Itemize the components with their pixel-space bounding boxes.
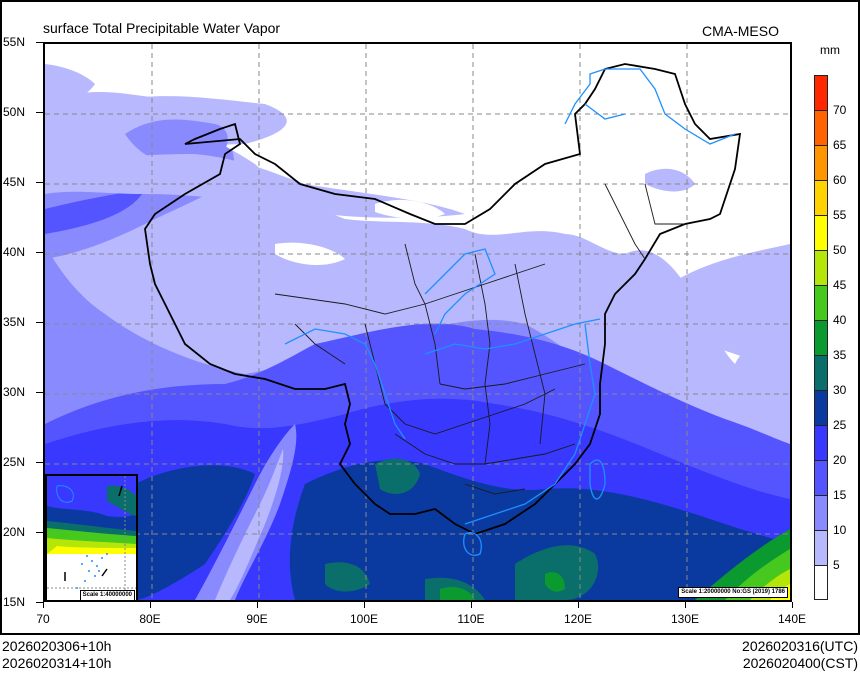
colorbar-label: 45 bbox=[833, 278, 847, 292]
forecast-run-info: 2026020306+10h 2026020314+10h bbox=[2, 638, 111, 672]
precipitable-water-field bbox=[45, 44, 790, 600]
colorbar-label: 35 bbox=[833, 348, 847, 362]
inset-scale-note: Scale 1:40000000 bbox=[79, 590, 135, 600]
y-tick-label: 50N bbox=[3, 105, 26, 119]
y-tick-label: 55N bbox=[3, 35, 26, 49]
x-tick-mark bbox=[471, 602, 472, 608]
colorbar-label: 10 bbox=[833, 523, 847, 537]
y-tick-mark bbox=[36, 532, 43, 533]
colorbar-label: 50 bbox=[833, 243, 847, 257]
colorbar-segment bbox=[814, 355, 828, 390]
colorbar-segment bbox=[814, 180, 828, 215]
valid-time-info: 2026020316(UTC) 2026020400(CST) bbox=[742, 638, 858, 672]
y-tick-mark bbox=[36, 182, 43, 183]
colorbar-segment bbox=[814, 495, 828, 530]
valid-time-cst: 2026020400(CST) bbox=[742, 655, 858, 671]
x-tick-label: 130E bbox=[670, 612, 700, 626]
x-tick-label: 120E bbox=[563, 612, 593, 626]
y-tick-mark bbox=[36, 42, 43, 43]
colorbar-segment bbox=[814, 110, 828, 145]
chart-title: surface Total Precipitable Water Vapor bbox=[43, 20, 281, 36]
colorbar-label: 65 bbox=[833, 138, 847, 152]
y-tick-label: 45N bbox=[3, 175, 26, 189]
y-tick-label: 35N bbox=[3, 315, 26, 329]
y-tick-label: 15N bbox=[3, 595, 26, 609]
colorbar-label: 5 bbox=[833, 558, 840, 572]
y-tick-mark bbox=[36, 602, 43, 603]
x-tick-label: 140E bbox=[777, 612, 807, 626]
y-tick-label: 25N bbox=[3, 455, 26, 469]
x-tick-label: 80E bbox=[139, 612, 161, 626]
x-tick-mark bbox=[792, 602, 793, 608]
init-run-2: 2026020314+10h bbox=[2, 655, 112, 671]
y-tick-label: 20N bbox=[3, 525, 26, 539]
colorbar-label: 60 bbox=[833, 173, 847, 187]
x-tick-label: 70 bbox=[36, 612, 50, 626]
colorbar-segment bbox=[814, 145, 828, 180]
colorbar-segment bbox=[814, 460, 828, 495]
x-tick-mark bbox=[150, 602, 151, 608]
y-tick-mark bbox=[36, 392, 43, 393]
colorbar-label: 70 bbox=[833, 103, 847, 117]
colorbar-label: 20 bbox=[833, 453, 847, 467]
x-tick-mark bbox=[257, 602, 258, 608]
init-run-1: 2026020306+10h bbox=[2, 638, 112, 654]
y-tick-mark bbox=[36, 322, 43, 323]
colorbar-label: 55 bbox=[833, 208, 847, 222]
x-tick-label: 100E bbox=[349, 612, 379, 626]
x-tick-label: 90E bbox=[246, 612, 268, 626]
x-tick-label: 110E bbox=[457, 612, 485, 626]
colorbar-label: 30 bbox=[833, 383, 847, 397]
y-tick-mark bbox=[36, 252, 43, 253]
colorbar-segment bbox=[814, 390, 828, 425]
y-tick-label: 30N bbox=[3, 385, 26, 399]
colorbar-segment bbox=[814, 530, 828, 565]
x-tick-mark bbox=[43, 602, 44, 608]
colorbar-segment bbox=[814, 285, 828, 320]
colorbar bbox=[814, 75, 828, 600]
colorbar-unit: mm bbox=[820, 43, 840, 57]
colorbar-label: 25 bbox=[833, 418, 847, 432]
colorbar-segment bbox=[814, 565, 828, 600]
colorbar-label: 40 bbox=[833, 313, 847, 327]
main-scale-note: Scale 1:20000000 No:GS (2019) 1786 bbox=[678, 587, 788, 598]
x-tick-mark bbox=[685, 602, 686, 608]
colorbar-segment bbox=[814, 215, 828, 250]
colorbar-segment bbox=[814, 75, 828, 110]
inset-field bbox=[47, 476, 136, 600]
model-name: CMA-MESO bbox=[702, 23, 779, 39]
colorbar-segment bbox=[814, 425, 828, 460]
y-tick-mark bbox=[36, 112, 43, 113]
colorbar-segment bbox=[814, 320, 828, 355]
south-china-sea-inset: Scale 1:40000000 bbox=[45, 474, 138, 600]
x-tick-mark bbox=[364, 602, 365, 608]
x-tick-mark bbox=[578, 602, 579, 608]
colorbar-segment bbox=[814, 250, 828, 285]
map-plot-area: Scale 1:20000000 No:GS (2019) 1786 bbox=[43, 42, 792, 602]
valid-time-utc: 2026020316(UTC) bbox=[742, 638, 858, 654]
colorbar-label: 15 bbox=[833, 488, 847, 502]
y-tick-label: 40N bbox=[3, 245, 26, 259]
y-tick-mark bbox=[36, 462, 43, 463]
